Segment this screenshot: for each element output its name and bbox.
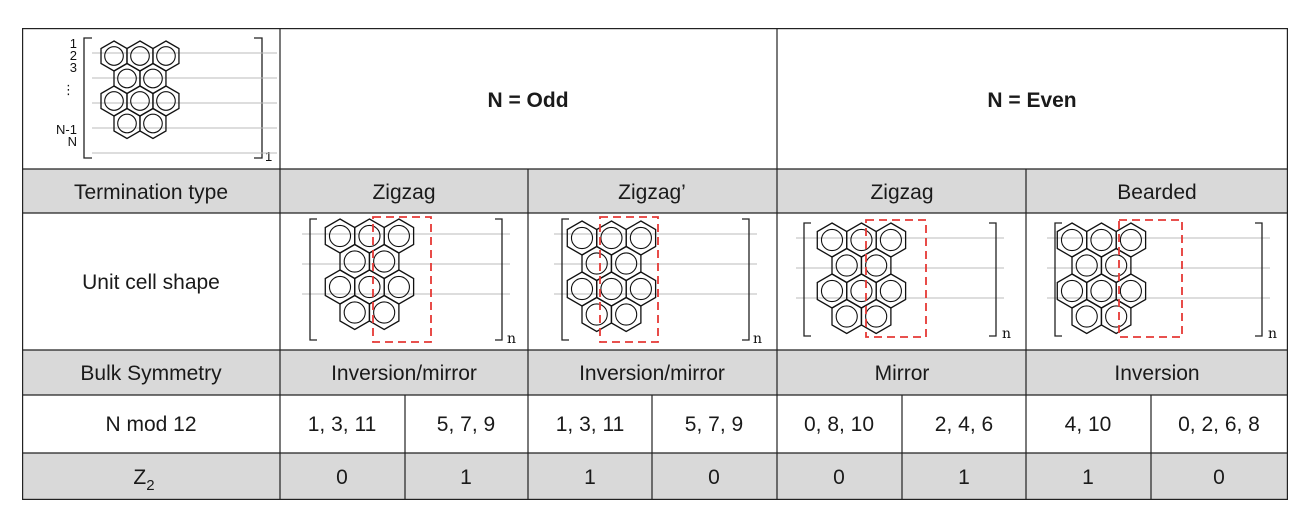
z2-value: 1 <box>584 466 596 489</box>
symmetry-row-bg <box>22 350 1288 395</box>
row-index-n: N <box>68 134 77 149</box>
z2-value: 1 <box>1082 466 1094 489</box>
z2-value: 0 <box>833 466 845 489</box>
unit-cell-subscript-4: n <box>1268 326 1277 342</box>
nmod-label: N mod 12 <box>105 413 196 436</box>
termination-even-bearded: Bearded <box>1117 181 1196 204</box>
row-index-1: 1 <box>70 36 77 51</box>
termination-odd-zigzag-prime: Zigzag’ <box>618 181 686 204</box>
even-header: N = Even <box>987 89 1076 112</box>
unit-cell-label: Unit cell shape <box>82 271 220 294</box>
nmod-value: 5, 7, 9 <box>685 413 743 436</box>
z2-value: 1 <box>460 466 472 489</box>
odd-header: N = Odd <box>487 89 568 112</box>
ribbon-schematic: 1 2 3 ⋮ N-1 N 1 <box>56 36 277 164</box>
unit-cell-subscript-1: n <box>507 331 516 347</box>
row-index-n-minus-1: N-1 <box>56 122 77 137</box>
unit-cell-bearded-even <box>1047 219 1270 338</box>
unit-cell-subscript-2: n <box>753 331 762 347</box>
row-index-3: 3 <box>70 60 77 75</box>
symmetry-odd-zigzag-prime: Inversion/mirror <box>579 362 725 385</box>
nmod-value: 0, 8, 10 <box>804 413 874 436</box>
symmetry-label: Bulk Symmetry <box>80 362 222 385</box>
nmod-value: 0, 2, 6, 8 <box>1178 413 1260 436</box>
nmod-value: 1, 3, 11 <box>556 413 625 436</box>
termination-row-bg <box>22 169 1288 213</box>
termination-odd-zigzag: Zigzag <box>372 181 435 204</box>
z2-label: Z2 <box>133 466 154 494</box>
unit-cell-zigzag-odd <box>302 216 510 343</box>
row-index-dots: ⋮ <box>62 82 75 97</box>
nmod-value: 2, 4, 6 <box>935 413 993 436</box>
nmod-value: 5, 7, 9 <box>437 413 495 436</box>
termination-even-zigzag: Zigzag <box>870 181 933 204</box>
z2-value: 0 <box>336 466 348 489</box>
symmetry-even-bearded: Inversion <box>1114 362 1199 385</box>
symmetry-odd-zigzag: Inversion/mirror <box>331 362 477 385</box>
unit-cell-subscript-3: n <box>1002 326 1011 342</box>
unit-cell-zigzag-even <box>796 219 1004 338</box>
z2-value: 0 <box>1213 466 1225 489</box>
z2-value: 0 <box>708 466 720 489</box>
row-index-2: 2 <box>70 48 77 63</box>
z2-classification-table: N = Odd N = Even 1 2 3 ⋮ N-1 N 1 Termina… <box>22 28 1288 500</box>
unit-cell-zigzag-prime-odd <box>554 216 757 343</box>
nmod-value: 1, 3, 11 <box>308 413 377 436</box>
z2-value: 1 <box>958 466 970 489</box>
termination-label: Termination type <box>74 181 228 204</box>
nmod-value: 4, 10 <box>1065 413 1112 436</box>
z2-row-bg <box>22 453 1288 500</box>
symmetry-even-zigzag: Mirror <box>875 362 930 385</box>
schematic-subscript: 1 <box>265 149 272 164</box>
